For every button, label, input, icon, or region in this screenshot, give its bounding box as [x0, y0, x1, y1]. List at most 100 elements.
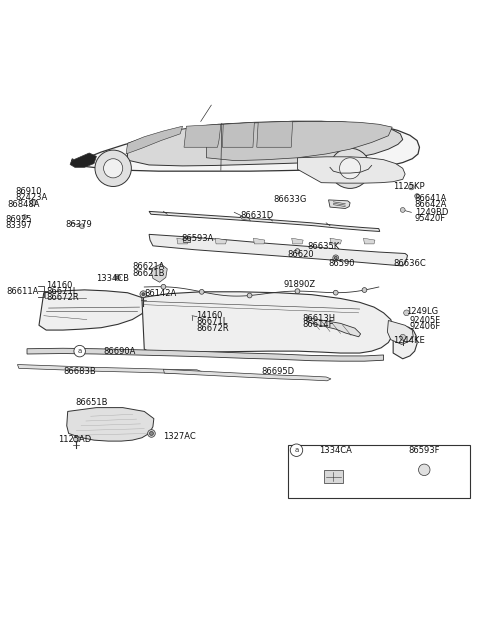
Text: 86636C: 86636C [393, 258, 426, 267]
Polygon shape [149, 235, 408, 266]
Polygon shape [72, 121, 420, 171]
Polygon shape [393, 326, 417, 359]
Text: 86611A: 86611A [6, 287, 39, 296]
Text: 86621B: 86621B [132, 269, 165, 278]
Text: 95420F: 95420F [415, 214, 446, 223]
Circle shape [330, 148, 370, 188]
Circle shape [419, 464, 430, 476]
Circle shape [150, 431, 154, 435]
Polygon shape [363, 238, 375, 244]
Text: 86621A: 86621A [132, 262, 165, 271]
Text: 1244KE: 1244KE [393, 336, 425, 345]
Text: 83397: 83397 [5, 221, 32, 229]
Circle shape [115, 274, 120, 280]
Polygon shape [149, 212, 380, 231]
Polygon shape [142, 292, 393, 353]
Circle shape [333, 290, 338, 295]
Circle shape [334, 256, 337, 259]
Polygon shape [328, 200, 350, 208]
Text: 1125AD: 1125AD [58, 435, 91, 444]
Text: 14160: 14160 [196, 312, 222, 320]
Text: 14160: 14160 [46, 281, 72, 290]
Circle shape [247, 293, 252, 298]
Text: 91890Z: 91890Z [283, 280, 315, 289]
Text: 86671L: 86671L [196, 317, 228, 326]
Circle shape [148, 429, 156, 437]
Polygon shape [184, 124, 221, 147]
Polygon shape [17, 365, 202, 374]
Text: 1249BD: 1249BD [415, 208, 448, 217]
Circle shape [142, 293, 145, 296]
Polygon shape [67, 408, 154, 441]
Circle shape [80, 224, 84, 229]
Text: 86683B: 86683B [63, 367, 96, 376]
Polygon shape [163, 369, 331, 381]
Polygon shape [387, 320, 413, 344]
Circle shape [73, 437, 79, 442]
Circle shape [199, 290, 204, 294]
Text: 82423A: 82423A [15, 193, 48, 202]
Text: 86614F: 86614F [302, 320, 334, 329]
Circle shape [290, 444, 303, 456]
Circle shape [362, 288, 367, 292]
Circle shape [295, 249, 300, 253]
Text: 86672R: 86672R [196, 324, 228, 333]
Polygon shape [206, 121, 392, 161]
Circle shape [339, 158, 360, 179]
Polygon shape [128, 121, 403, 166]
Circle shape [400, 335, 406, 340]
Text: 1125KP: 1125KP [393, 182, 425, 191]
Text: 1249LG: 1249LG [407, 308, 439, 317]
Text: 86593A: 86593A [181, 234, 214, 243]
Polygon shape [330, 238, 341, 244]
FancyBboxPatch shape [288, 445, 470, 497]
Circle shape [22, 215, 27, 219]
Text: 86925: 86925 [5, 215, 32, 224]
Text: 86671L: 86671L [46, 287, 78, 296]
Polygon shape [292, 238, 303, 244]
Text: a: a [78, 348, 82, 354]
Polygon shape [27, 348, 384, 361]
Text: 86142A: 86142A [144, 288, 177, 297]
Polygon shape [240, 216, 251, 221]
Text: 86641A: 86641A [415, 194, 447, 203]
Circle shape [295, 288, 300, 294]
Circle shape [104, 159, 123, 178]
Polygon shape [177, 238, 188, 244]
Text: 1327AC: 1327AC [163, 432, 196, 441]
Circle shape [140, 291, 147, 297]
Text: 86848A: 86848A [8, 200, 40, 209]
Text: a: a [294, 447, 299, 453]
Circle shape [408, 184, 414, 190]
Circle shape [333, 255, 338, 261]
Circle shape [404, 310, 409, 316]
Text: 86620: 86620 [288, 251, 314, 260]
Text: 86635K: 86635K [307, 242, 339, 251]
Text: 86590: 86590 [328, 258, 355, 267]
Text: 86593F: 86593F [408, 445, 440, 454]
Polygon shape [152, 264, 167, 282]
Polygon shape [257, 121, 293, 147]
Circle shape [30, 200, 36, 206]
Circle shape [161, 285, 166, 289]
Circle shape [400, 208, 405, 212]
Polygon shape [39, 290, 147, 330]
Polygon shape [215, 238, 227, 244]
Polygon shape [298, 157, 405, 183]
Text: 86651B: 86651B [75, 398, 108, 407]
Circle shape [415, 194, 420, 199]
Text: 86633G: 86633G [274, 196, 307, 204]
Polygon shape [306, 318, 360, 337]
Text: 86910: 86910 [15, 187, 42, 196]
Text: 86379: 86379 [65, 221, 92, 229]
Text: 86613H: 86613H [302, 313, 336, 322]
Circle shape [74, 345, 85, 357]
Polygon shape [70, 153, 96, 167]
Text: 1334CA: 1334CA [319, 445, 352, 454]
Text: 92405F: 92405F [410, 316, 441, 325]
Circle shape [116, 276, 119, 279]
Text: 86642A: 86642A [415, 200, 447, 209]
Polygon shape [222, 122, 254, 147]
Polygon shape [126, 126, 182, 154]
Text: 1334CB: 1334CB [96, 274, 130, 283]
